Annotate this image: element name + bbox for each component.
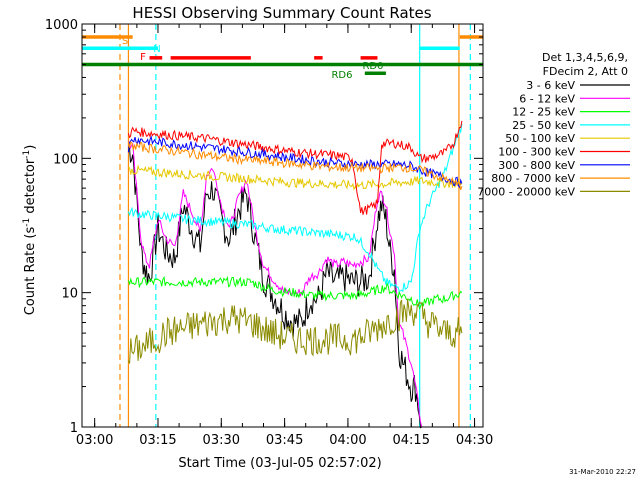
y-axis-label-superscript: -1 [22,150,32,159]
chart-background-layer: S NF RD0 RD6 [82,24,483,427]
legend-label: 50 - 100 keV [505,132,575,145]
series-line [128,164,463,191]
y-axis-label: Count Rate (s-1 detector-1) [22,145,38,316]
series-line [127,123,463,293]
legend-label: 800 - 7000 keV [491,172,575,185]
legend-label: 7000 - 20000 keV [477,185,575,198]
chart-title: HESSI Observing Summary Count Rates [132,4,431,22]
legend-label: 3 - 6 keV [526,79,575,92]
y-axis-label-part: ) [23,145,38,150]
series-line [127,120,463,215]
x-tick-label: 03:45 [266,433,303,448]
x-tick-label: 03:30 [203,433,240,448]
plot-frame [81,23,484,428]
x-tick-label: 04:15 [393,433,430,448]
y-axis-label-part: Count Rate (s [23,227,38,316]
legend-label: 300 - 800 keV [498,159,575,172]
series-line [127,275,463,311]
flag-label-f: F [140,52,146,63]
series-line [127,135,463,189]
series-line [127,141,463,191]
legend-label: 12 - 25 keV [512,106,575,119]
legend-label: 100 - 300 keV [498,146,575,159]
x-tick-label: 04:30 [456,433,493,448]
legend-header: FDecim 2, Att 0 [543,65,628,78]
y-tick-label: 1 [70,421,78,436]
x-axis-label: Start Time (03-Jul-05 02:57:02) [178,456,381,471]
series-layer [127,120,463,429]
timestamp-stamp: 31-Mar-2010 22:27 [569,468,636,476]
x-tick-label: 03:00 [76,433,113,448]
x-tick-label: 03:15 [139,433,176,448]
series-line [127,140,423,428]
x-tick-label: 04:00 [329,433,366,448]
flag-label-n: N [153,44,160,55]
y-tick-label: 1000 [45,18,78,33]
legend-header: Det 1,3,4,5,6,9, [542,51,628,64]
y-axis-label-superscript: -1 [22,218,32,227]
flag-label-rd0: RD0 [362,61,383,72]
flag-label-rd6: RD6 [331,70,352,81]
y-axis-label-part: detector [23,158,38,218]
y-tick-label: 100 [53,152,78,167]
legend-label: 6 - 12 keV [519,92,575,105]
legend-label: 25 - 50 keV [512,119,575,132]
series-line [128,145,423,429]
legend: Det 1,3,4,5,6,9, FDecim 2, Att 0 3 - 6 k… [477,51,630,198]
flag-label-s: S [122,36,128,47]
axes-layer: 1 10 100 1000 03:00 03:15 03:30 03:45 04:00 04:15… [45,18,493,448]
series-line [127,298,463,364]
y-tick-label: 10 [61,287,78,302]
